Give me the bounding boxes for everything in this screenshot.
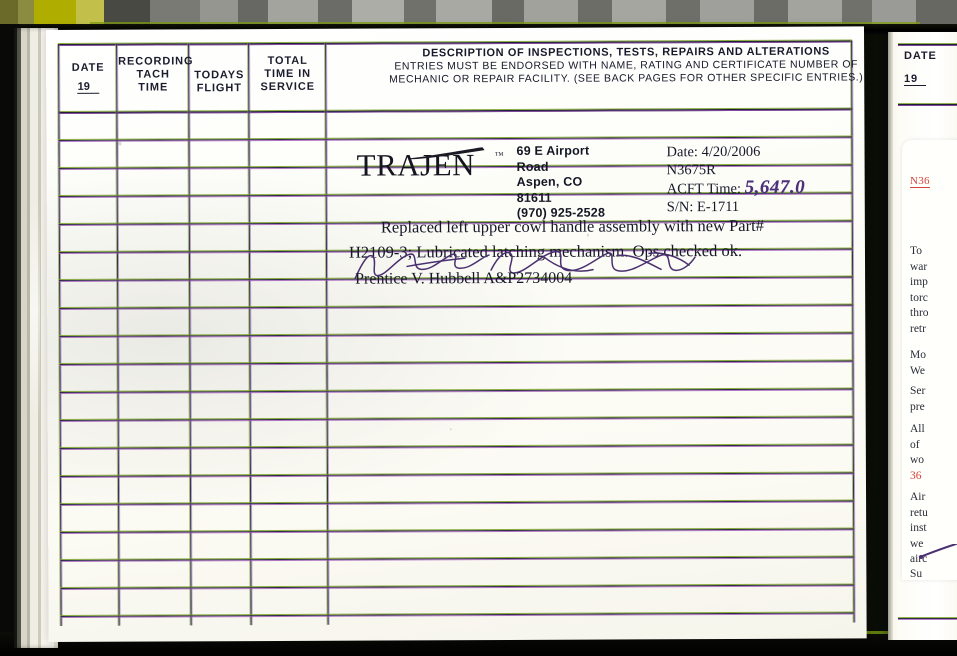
entry-acft-time-label: ACFT Time: bbox=[666, 180, 742, 198]
right-page-paragraph: All of wo bbox=[910, 423, 925, 466]
table-row bbox=[59, 360, 854, 365]
column-header-todays-flight: TODAYS FLIGHT bbox=[190, 69, 248, 95]
scanner-lid-fringe bbox=[90, 22, 920, 24]
column-header-total-line3: SERVICE bbox=[260, 80, 315, 94]
entry-date-label: Date: bbox=[666, 144, 698, 161]
scan-speck bbox=[449, 428, 452, 431]
company-stamp-header: TRAJEN ™ 69 E Airport Road Aspen, CO 816… bbox=[348, 138, 848, 220]
column-header-date: DATE 19 bbox=[60, 62, 116, 94]
column-header-recording-tach-time: RECORDING TACH TIME bbox=[118, 55, 194, 94]
trajen-logo: TRAJEN ™ bbox=[357, 146, 504, 187]
table-row bbox=[60, 528, 855, 533]
entry-description-line-2: H2109-3; Lubricated latching mechanism. … bbox=[348, 240, 743, 262]
right-page-paragraph: Air retu inst we airc bbox=[910, 491, 928, 565]
column-header-description: DESCRIPTION OF INSPECTIONS, TESTS, REPAI… bbox=[388, 44, 864, 86]
entry-date-value: 4/20/2006 bbox=[701, 143, 761, 161]
right-page-top-border bbox=[898, 43, 957, 46]
column-header-today-line2: FLIGHT bbox=[196, 82, 242, 95]
right-page-header-bottom-border bbox=[898, 103, 957, 106]
right-page-rule bbox=[898, 617, 957, 620]
logbook-table: DATE 19 RECORDING TACH TIME TODAYS FLIGH… bbox=[58, 40, 863, 626]
table-row bbox=[59, 304, 854, 309]
entry-signature-name-and-cert: Prentice V. Hubbell A&P2734004 bbox=[355, 269, 573, 288]
table-row bbox=[59, 472, 854, 477]
right-page-signature-label: Su bbox=[910, 568, 923, 580]
logbook-left-page: DATE 19 RECORDING TACH TIME TODAYS FLIGH… bbox=[46, 26, 867, 642]
column-header-total-line1: TOTAL bbox=[267, 54, 308, 68]
right-page-column-header-date: DATE 19 bbox=[904, 50, 952, 86]
table-row bbox=[59, 416, 854, 421]
book-gutter-highlight bbox=[30, 200, 40, 420]
column-header-date-label: DATE bbox=[71, 61, 105, 74]
address-line-4: 81611 bbox=[516, 190, 552, 205]
column-header-total-time-in-service: TOTAL TIME IN SERVICE bbox=[250, 55, 325, 94]
table-row bbox=[60, 612, 855, 617]
entry-description-line-1: Replaced left upper cowl handle assembly… bbox=[380, 215, 764, 237]
column-header-tach-line2: TACH bbox=[136, 68, 170, 81]
description-header-sub2: MECHANIC OR REPAIR FACILITY. (SEE BACK P… bbox=[389, 71, 864, 86]
scan-speck bbox=[118, 141, 122, 146]
maintenance-entry: TRAJEN ™ 69 E Airport Road Aspen, CO 816… bbox=[348, 138, 848, 288]
entry-signature-block: Prentice V. Hubbell A&P2734004 bbox=[355, 269, 695, 288]
right-page-paragraph: Mo We bbox=[910, 349, 926, 377]
company-address: 69 E Airport Road Aspen, CO 81611 (970) … bbox=[517, 144, 606, 222]
table-row bbox=[60, 556, 855, 561]
column-header-tach-line1: RECORDING bbox=[118, 55, 194, 68]
trademark-icon: ™ bbox=[494, 150, 504, 161]
right-page-inserted-card bbox=[902, 140, 957, 580]
entry-acft-time-value-handwritten: 5,647.0 bbox=[744, 176, 806, 198]
table-row bbox=[59, 444, 854, 449]
right-page-fold bbox=[888, 32, 893, 640]
table-row bbox=[60, 584, 855, 589]
column-header-date-year: 19 bbox=[77, 80, 99, 94]
column-header-today-line1: TODAYS bbox=[194, 69, 245, 82]
right-page-paragraph: To war imp torc thro retr bbox=[910, 245, 929, 335]
entry-acft-time-row: ACFT Time: 5,647.0 bbox=[666, 176, 806, 199]
trajen-swoosh-icon bbox=[408, 147, 485, 160]
table-row bbox=[59, 332, 854, 337]
address-line-3: Aspen, CO bbox=[516, 174, 583, 189]
entry-description: Replaced left upper cowl handle assembly… bbox=[349, 212, 849, 264]
entry-meta-block: Date: 4/20/2006 N3675R ACFT Time: 5,647.… bbox=[667, 143, 806, 217]
right-page-signature-mark-icon bbox=[918, 543, 957, 560]
right-page-registration: N36 bbox=[910, 175, 930, 188]
scan-speck bbox=[586, 233, 589, 237]
column-header-total-line2: TIME IN bbox=[264, 67, 312, 81]
address-line-2: Road bbox=[516, 159, 549, 174]
scanner-lid-strip bbox=[0, 0, 957, 26]
address-line-1: 69 E Airport bbox=[516, 143, 590, 158]
right-page-date-label: DATE bbox=[904, 50, 937, 62]
entry-date-row: Date: 4/20/2006 bbox=[667, 143, 805, 162]
right-page-paragraph-red: 36 bbox=[910, 470, 922, 482]
table-row bbox=[60, 500, 855, 505]
table-header-bottom-border bbox=[58, 108, 853, 114]
column-header-tach-line3: TIME bbox=[138, 81, 169, 94]
logbook-right-page: DATE 19 N36 To war imp torc thro retr Mo… bbox=[888, 32, 957, 640]
table-row bbox=[59, 388, 854, 393]
right-page-paragraph: Ser pre bbox=[910, 385, 926, 413]
right-page-date-year: 19 bbox=[904, 73, 927, 86]
